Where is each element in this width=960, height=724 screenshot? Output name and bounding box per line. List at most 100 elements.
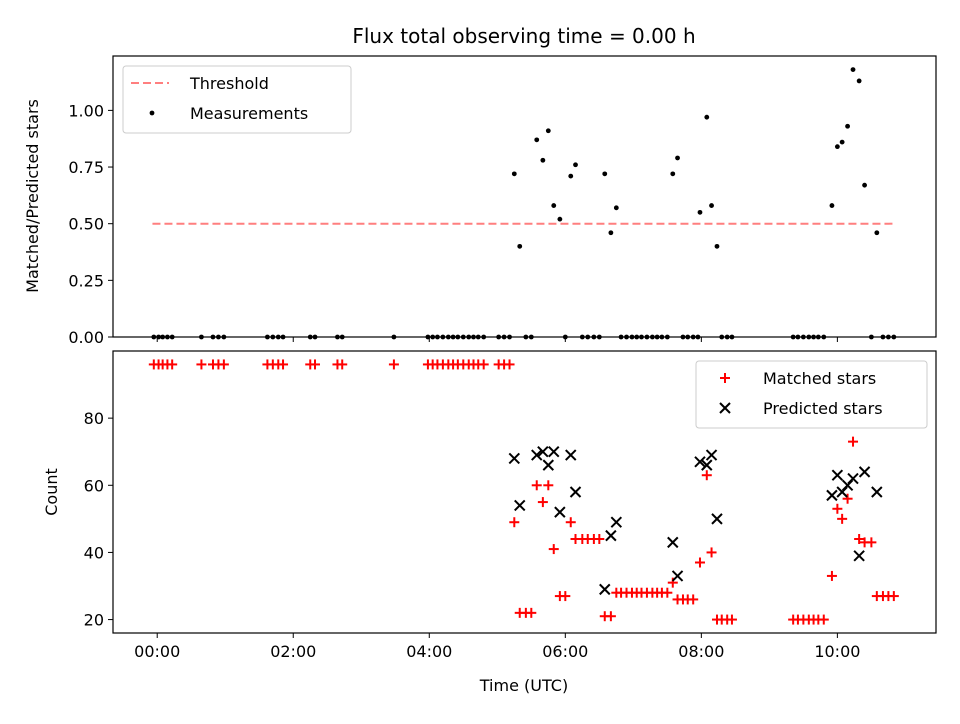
count-matched-stars-point-38 bbox=[537, 497, 548, 508]
count-predicted-stars-point-25-b bbox=[871, 486, 883, 498]
ratio-measurements-point-71 bbox=[714, 243, 720, 249]
ratio-measurements-point-88 bbox=[862, 182, 867, 188]
ratio-measurements-point-90 bbox=[874, 230, 880, 236]
ratio-measurements-point-39 bbox=[545, 128, 551, 134]
ratio-measurements-point-63 bbox=[675, 155, 680, 161]
ratio-measurements-point-34 bbox=[517, 243, 523, 249]
count-legend: Matched stars Predicted stars bbox=[695, 360, 928, 429]
ratio-measurements-point-44 bbox=[573, 162, 578, 168]
ratio-legend: Threshold Measurements bbox=[122, 65, 352, 134]
count-predicted-stars-point-9-b bbox=[599, 583, 611, 596]
count-predicted-stars-point-23-b bbox=[853, 550, 865, 562]
count-predicted-stars-point-19 bbox=[831, 469, 844, 481]
count-matched-stars-point-68 bbox=[701, 470, 712, 481]
count-predicted-stars-point-25 bbox=[871, 486, 883, 498]
ratio-measurements-point-86 bbox=[850, 67, 856, 72]
count-predicted-stars-point-9 bbox=[599, 583, 611, 596]
count-matched-stars-point-14 bbox=[310, 359, 321, 370]
count-matched-stars-point-48 bbox=[594, 534, 605, 544]
count-matched-stars-point-43 bbox=[565, 517, 576, 528]
count-predicted-stars-point-3 bbox=[537, 446, 549, 458]
count-predicted-stars-point-10 bbox=[605, 529, 617, 542]
count-legend-label-1: Predicted stars bbox=[763, 399, 883, 418]
count-predicted-stars-point-16-b bbox=[705, 449, 718, 461]
count-predicted-stars-point-14 bbox=[694, 456, 706, 468]
ratio-panel: 0.00 0.25 0.50 0.75 1.00 Matched/Predicted s… bbox=[23, 55, 937, 347]
count-predicted-stars-point-17 bbox=[711, 513, 723, 525]
count-matched-stars-point-61 bbox=[662, 587, 673, 598]
count-predicted-stars-point-24-b bbox=[858, 466, 871, 478]
count-predicted-stars-point-6 bbox=[554, 506, 566, 518]
ratio-y-tick-label-0: 0.00 bbox=[68, 328, 104, 347]
x-axis-label: Time (UTC) bbox=[479, 676, 568, 695]
count-matched-stars-point-8 bbox=[218, 359, 229, 370]
count-matched-stars-point-85 bbox=[848, 436, 859, 447]
count-predicted-stars-point-17-b bbox=[711, 513, 723, 525]
ratio-measurements-point-50 bbox=[608, 230, 614, 236]
ratio-y-tick-label-2: 0.50 bbox=[68, 215, 104, 234]
ratio-measurements-point-84 bbox=[839, 139, 845, 145]
count-matched-stars-point-29 bbox=[478, 359, 489, 370]
count-predicted-stars-point-18-b bbox=[826, 489, 838, 502]
count-legend-key-1 bbox=[719, 402, 731, 414]
count-predicted-stars-point-4-b bbox=[542, 459, 555, 471]
count-predicted-stars-point-0 bbox=[508, 452, 521, 465]
count-legend-key-1-b bbox=[719, 402, 731, 414]
count-legend-key-0 bbox=[720, 373, 730, 383]
count-y-tick-label-1: 40 bbox=[84, 543, 104, 562]
count-y-tick-label-2: 60 bbox=[84, 476, 104, 495]
ratio-measurements-point-62 bbox=[670, 171, 676, 177]
count-predicted-stars-point-16 bbox=[705, 449, 718, 461]
ratio-measurements-point-70 bbox=[709, 203, 714, 208]
count-predicted-stars-point-14-b bbox=[694, 456, 706, 468]
count-matched-stars-point-12 bbox=[278, 359, 289, 370]
ratio-measurements-point-82 bbox=[829, 203, 835, 208]
ratio-plot-frame bbox=[112, 55, 937, 338]
ratio-measurements-point-68 bbox=[697, 209, 703, 215]
count-y-axis-label: Count bbox=[42, 468, 61, 516]
count-matched-stars-point-80 bbox=[818, 614, 829, 625]
count-predicted-stars-point-12 bbox=[667, 536, 679, 549]
count-predicted-stars-point-5 bbox=[548, 446, 560, 458]
count-predicted-stars-point-7 bbox=[565, 449, 577, 461]
count-matched-stars-point-81 bbox=[826, 570, 837, 581]
count-panel: 20 40 60 80 00:00 02:00 04:00 06:00 08:00 10:00 C… bbox=[42, 350, 937, 695]
count-matched-stars-point-50 bbox=[605, 611, 616, 622]
ratio-measurements-point-43 bbox=[568, 173, 574, 179]
count-legend-box bbox=[695, 360, 928, 429]
count-matched-stars-point-83 bbox=[837, 513, 848, 524]
count-predicted-stars-point-12-b bbox=[667, 536, 679, 549]
count-predicted-stars-point-11 bbox=[610, 516, 623, 528]
count-predicted-stars-point-0-b bbox=[508, 452, 521, 465]
count-matched-stars-point-42 bbox=[560, 591, 571, 602]
ratio-measurements-point-49 bbox=[602, 171, 608, 177]
count-matched-stars-point-36 bbox=[526, 607, 537, 618]
count-matched-stars-point-33 bbox=[509, 517, 520, 528]
count-predicted-stars-point-7-b bbox=[565, 449, 577, 461]
count-predicted-stars-point-10-b bbox=[605, 529, 617, 542]
ratio-y-tick-label-4: 1.00 bbox=[68, 101, 104, 120]
count-matched-stars-point-84 bbox=[842, 493, 853, 504]
count-predicted-stars-point-8-b bbox=[569, 486, 582, 498]
count-matched-stars-point-69 bbox=[706, 547, 717, 558]
count-plot-frame bbox=[112, 350, 937, 634]
count-matched-stars-point-62 bbox=[667, 577, 678, 588]
count-predicted-stars-point-3-b bbox=[537, 446, 549, 458]
x-tick-label-2: 04:00 bbox=[406, 642, 452, 661]
count-predicted-stars-point-23 bbox=[853, 550, 865, 562]
count-matched-stars-point-40 bbox=[548, 544, 559, 555]
ratio-y-tick-label-1: 0.25 bbox=[68, 271, 104, 290]
count-predicted-stars-point-2 bbox=[531, 449, 543, 461]
count-matched-stars-point-82 bbox=[832, 503, 843, 514]
ratio-measurements-point-87 bbox=[856, 78, 862, 84]
ratio-measurements-point-38 bbox=[540, 157, 546, 163]
count-predicted-stars-point-6-b bbox=[554, 506, 566, 518]
ratio-measurements-point-41 bbox=[557, 216, 563, 222]
count-predicted-stars-point-13-b bbox=[671, 570, 684, 582]
x-tick-label-5: 10:00 bbox=[814, 642, 860, 661]
ratio-measurements-point-40 bbox=[551, 203, 557, 208]
count-matched-stars-point-73 bbox=[726, 614, 737, 625]
x-tick-label-4: 08:00 bbox=[678, 642, 724, 661]
count-matched-stars-point-86 bbox=[854, 534, 865, 544]
